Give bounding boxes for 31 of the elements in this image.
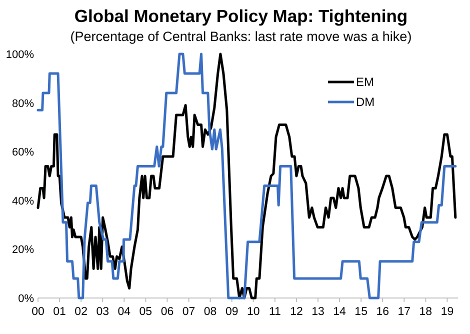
x-tick-label: 00 bbox=[32, 306, 44, 318]
y-tick-label: 40% bbox=[12, 195, 34, 208]
y-tick-label: 100% bbox=[6, 49, 34, 61]
line-series bbox=[36, 52, 457, 300]
y-tick-label: 60% bbox=[12, 146, 34, 159]
x-tick-label: 02 bbox=[74, 306, 88, 318]
y-tick-label: 80% bbox=[12, 98, 34, 110]
chart-subtitle: (Percentage of Central Banks: last rate move was a hike) bbox=[70, 29, 412, 44]
x-tick-label: 04 bbox=[118, 306, 132, 318]
x-tick-label: 13 bbox=[312, 306, 324, 318]
x-tick-label: 18 bbox=[419, 306, 432, 318]
x-tick-label: 17 bbox=[398, 306, 411, 318]
x-tick-label: 11 bbox=[268, 306, 281, 318]
x-tick-label: 15 bbox=[354, 306, 368, 318]
x-tick-label: 12 bbox=[290, 306, 303, 318]
legend-label: EM bbox=[356, 75, 374, 89]
x-tick-label: 06 bbox=[160, 306, 174, 318]
y-tick-label: 20% bbox=[12, 244, 34, 256]
x-tick-label: 07 bbox=[182, 306, 196, 318]
y-tick-label: 0% bbox=[18, 293, 34, 305]
x-tick-label: 10 bbox=[246, 306, 260, 318]
x-tick-label: 14 bbox=[333, 306, 347, 318]
x-tick-label: 01 bbox=[53, 306, 66, 318]
x-tick-label: 05 bbox=[139, 306, 152, 318]
x-tick-label: 03 bbox=[96, 306, 110, 318]
chart-title: Global Monetary Policy Map: Tightening bbox=[74, 6, 408, 26]
x-tick-label: 09 bbox=[225, 306, 238, 318]
x-tick-label: 16 bbox=[376, 306, 390, 318]
x-tick-label: 08 bbox=[204, 306, 217, 318]
x-tick-label: 19 bbox=[440, 306, 454, 318]
legend-label: DM bbox=[356, 95, 375, 109]
